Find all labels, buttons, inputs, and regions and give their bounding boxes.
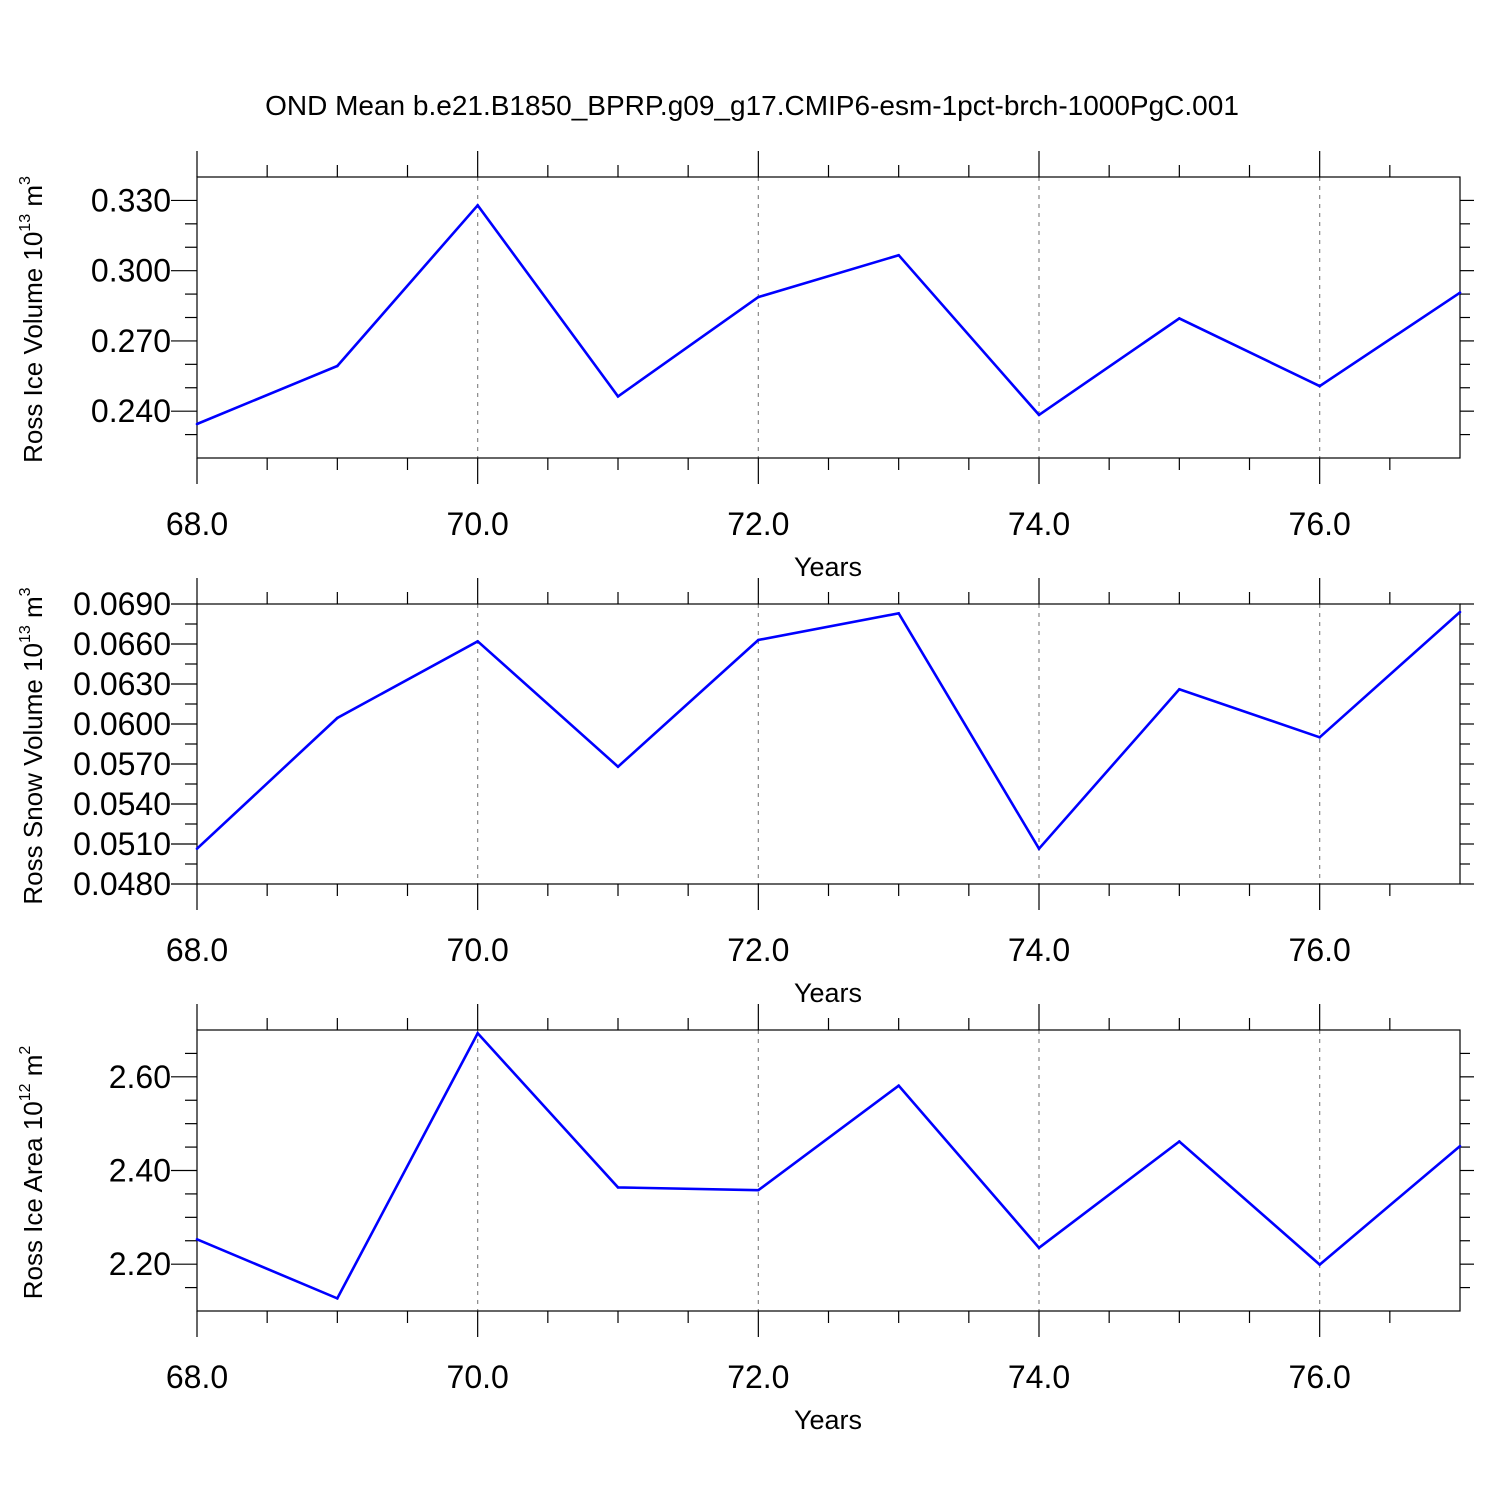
data-point bbox=[616, 395, 620, 398]
y-tick-label: 0.0690 bbox=[73, 586, 171, 622]
x-tick-label: 70.0 bbox=[447, 1359, 509, 1395]
data-point bbox=[897, 612, 900, 615]
data-point bbox=[476, 640, 479, 643]
plot-frame bbox=[196, 1029, 1461, 1312]
x-tick-label: 70.0 bbox=[447, 932, 509, 968]
x-tick-label: 74.0 bbox=[1008, 932, 1070, 968]
data-point bbox=[476, 204, 479, 207]
data-series-line bbox=[196, 1031, 1461, 1301]
plot-frame bbox=[196, 603, 1461, 885]
chart-panel-2: 68.0 70.0 72.0 74.0 76.0 0.0480 0.0510 0.0540 0.… bbox=[17, 578, 1474, 1008]
data-point bbox=[897, 253, 900, 257]
x-tick-label: 68.0 bbox=[166, 932, 228, 968]
y-tick-label: 0.0660 bbox=[73, 626, 171, 662]
x-tick-label: 72.0 bbox=[727, 1359, 789, 1395]
chart-title: OND Mean b.e21.B1850_BPRP.g09_g17.CMIP6-… bbox=[265, 90, 1239, 121]
data-point bbox=[195, 847, 199, 850]
data-point bbox=[1178, 317, 1181, 320]
data-point bbox=[1037, 847, 1041, 850]
y-tick-label: 0.0600 bbox=[73, 706, 171, 742]
data-point bbox=[1318, 1263, 1321, 1266]
data-point bbox=[616, 1186, 620, 1189]
x-tick-label: 76.0 bbox=[1289, 506, 1351, 542]
data-series-line bbox=[196, 203, 1461, 426]
y-tick-label: 0.0570 bbox=[73, 746, 171, 782]
data-point bbox=[336, 1297, 339, 1300]
chart-panels: 68.0 70.0 72.0 74.0 76.0 0.240 0.270 0.300 0.330… bbox=[17, 151, 1474, 1435]
y-tick-label: 2.40 bbox=[109, 1153, 171, 1189]
data-series-line bbox=[196, 611, 1461, 851]
y-tick-label: 0.300 bbox=[91, 253, 171, 289]
x-tick-label: 76.0 bbox=[1289, 1359, 1351, 1395]
data-point bbox=[1458, 291, 1462, 294]
y-tick-label: 0.0540 bbox=[73, 786, 171, 822]
data-point bbox=[1037, 413, 1041, 417]
x-axis-title: Years bbox=[794, 978, 862, 1008]
data-point bbox=[1037, 1246, 1041, 1250]
y-tick-label: 0.270 bbox=[91, 323, 171, 359]
data-point bbox=[616, 765, 620, 768]
chart-panel-1: 68.0 70.0 72.0 74.0 76.0 0.240 0.270 0.300 0.330… bbox=[17, 151, 1474, 582]
data-point bbox=[195, 422, 199, 426]
x-axis-title: Years bbox=[794, 1405, 862, 1435]
plot-frame bbox=[196, 176, 1461, 459]
data-point bbox=[336, 364, 339, 368]
y-axis-title: Ross Snow Volume 1013 m3 bbox=[17, 587, 48, 904]
x-axis-title: Years bbox=[794, 552, 862, 582]
chart-panel-3: 68.0 70.0 72.0 74.0 76.0 2.20 2.40 2.60 Years Ros… bbox=[17, 1004, 1474, 1435]
data-point bbox=[336, 716, 339, 720]
data-point bbox=[1458, 1144, 1462, 1148]
data-point bbox=[1458, 610, 1462, 614]
y-tick-label: 2.60 bbox=[109, 1059, 171, 1095]
data-point bbox=[476, 1031, 479, 1035]
y-tick-label: 0.0510 bbox=[73, 826, 171, 862]
y-tick-label: 0.330 bbox=[91, 182, 171, 218]
x-tick-label: 74.0 bbox=[1008, 1359, 1070, 1395]
y-tick-label: 0.0480 bbox=[73, 866, 171, 902]
data-point bbox=[897, 1084, 900, 1088]
data-point bbox=[1178, 1140, 1181, 1143]
data-point bbox=[195, 1238, 199, 1241]
data-point bbox=[757, 1188, 760, 1192]
data-point bbox=[1318, 384, 1321, 388]
y-tick-label: 0.0630 bbox=[73, 666, 171, 702]
y-tick-label: 2.20 bbox=[109, 1246, 171, 1282]
x-tick-label: 72.0 bbox=[727, 506, 789, 542]
data-point bbox=[1318, 736, 1321, 739]
x-tick-label: 68.0 bbox=[166, 506, 228, 542]
x-tick-label: 70.0 bbox=[447, 506, 509, 542]
y-axis-title: Ross Ice Volume 1013 m3 bbox=[17, 176, 48, 463]
y-tick-label: 0.240 bbox=[91, 393, 171, 429]
y-axis-title: Ross Ice Area 1012 m2 bbox=[17, 1046, 48, 1300]
x-tick-label: 72.0 bbox=[727, 932, 789, 968]
x-tick-label: 68.0 bbox=[166, 1359, 228, 1395]
x-tick-label: 76.0 bbox=[1289, 932, 1351, 968]
data-point bbox=[1178, 688, 1181, 691]
x-tick-label: 74.0 bbox=[1008, 506, 1070, 542]
data-point bbox=[757, 295, 760, 299]
data-point bbox=[757, 638, 760, 642]
